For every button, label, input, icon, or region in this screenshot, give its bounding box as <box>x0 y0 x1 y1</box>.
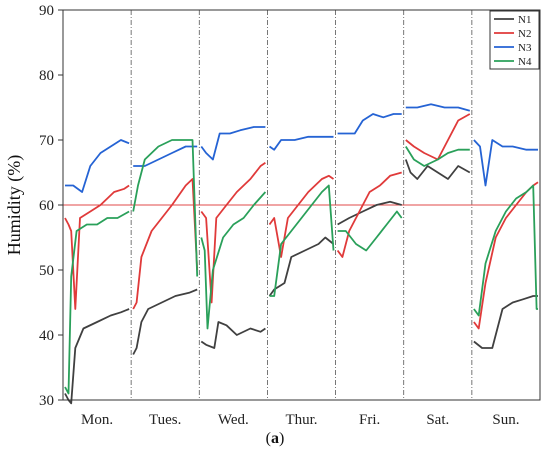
series-n2-wed <box>200 162 266 304</box>
series-n4-tues <box>132 139 199 277</box>
legend-label-n4: N4 <box>518 56 532 68</box>
series-n1-fri <box>337 200 402 226</box>
series-n2-thur <box>268 174 335 258</box>
x-tick-label-wed: Wed. <box>218 412 249 428</box>
x-tick-label-mon: Mon. <box>81 412 113 428</box>
series-n3-fri <box>337 113 402 135</box>
caption-close: ) <box>279 430 285 447</box>
series-n1-sun <box>473 295 538 349</box>
y-tick-label-40: 40 <box>39 328 54 344</box>
humidity-chart: 30 40 50 60 70 80 90 Mon. Tues. Wed. Thur. Fri. Sat… <box>4 3 541 428</box>
y-tick-label-50: 50 <box>39 263 54 279</box>
caption-open: ( <box>265 430 271 447</box>
x-tick-label-thur: Thur. <box>285 412 317 428</box>
series-n1-sat <box>404 159 471 180</box>
y-tick-label-60: 60 <box>39 198 54 214</box>
y-axis-title: Humidity (%) <box>4 155 25 256</box>
x-tick-label-fri: Fri. <box>359 412 380 428</box>
series-n2-tues <box>132 178 199 310</box>
series-n1-wed <box>200 321 266 349</box>
legend-label-n1: N1 <box>518 14 531 26</box>
figure-caption: (a) <box>0 430 550 448</box>
y-tick-label-70: 70 <box>39 133 54 149</box>
series-n3-sat <box>405 103 471 112</box>
y-tick-label-90: 90 <box>39 3 54 19</box>
series-n2-mon <box>64 184 130 310</box>
series-n1-tues <box>132 288 198 355</box>
y-axis: 30 40 50 60 70 80 90 <box>39 3 63 409</box>
series-n1-mon <box>64 308 130 405</box>
series-n4-sat <box>405 146 470 167</box>
series-n4-thur <box>269 184 335 297</box>
legend: N1 N2 N3 N4 <box>489 10 540 70</box>
legend-box <box>489 10 540 70</box>
x-axis: Mon. Tues. Wed. Thur. Fri. Sat. Sun. <box>81 412 519 428</box>
series-group <box>64 103 539 405</box>
legend-label-n3: N3 <box>518 42 532 54</box>
x-tick-label-tues: Tues. <box>149 412 181 428</box>
series-n4-wed <box>200 191 267 330</box>
series-n4-sun <box>473 184 538 317</box>
series-n4-fri <box>337 210 403 252</box>
series-n3-sun <box>473 139 538 187</box>
caption-letter: a <box>271 430 279 447</box>
x-tick-label-sun: Sun. <box>492 412 519 428</box>
legend-label-n2: N2 <box>518 28 531 40</box>
series-n2-fri <box>336 171 402 258</box>
series-n3-thur <box>268 135 334 151</box>
y-tick-label-80: 80 <box>39 68 54 84</box>
series-n3-mon <box>65 139 130 193</box>
y-tick-label-30: 30 <box>39 393 54 409</box>
series-n3-wed <box>200 126 266 161</box>
series-n4-mon <box>64 210 130 395</box>
x-tick-label-sat: Sat. <box>426 412 449 428</box>
